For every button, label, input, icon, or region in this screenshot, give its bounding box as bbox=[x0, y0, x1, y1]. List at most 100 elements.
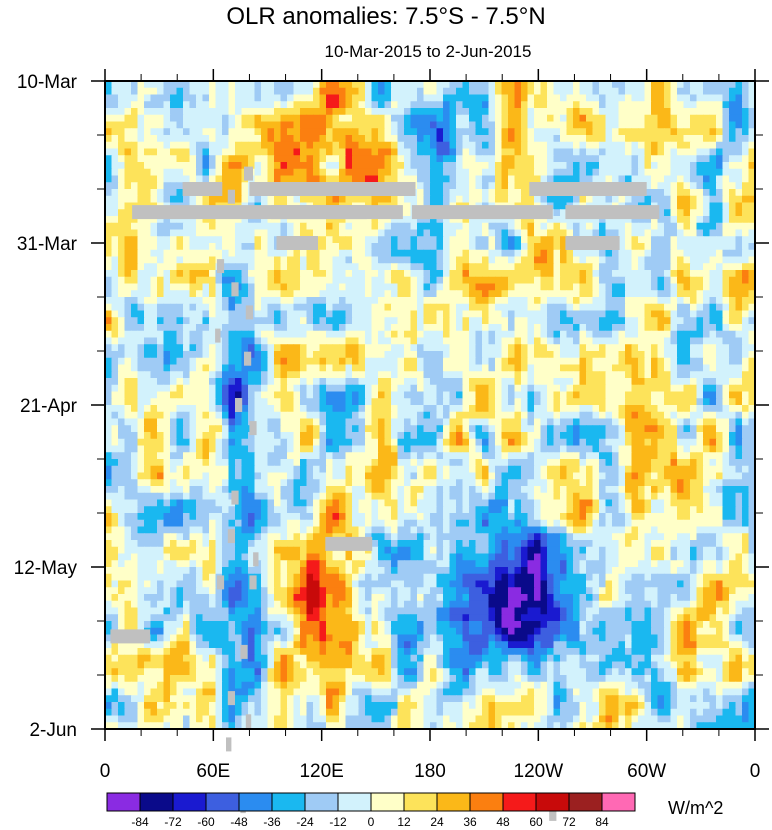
heatmap-cell bbox=[235, 310, 243, 318]
heatmap-cell bbox=[722, 195, 730, 204]
heatmap-cell bbox=[332, 276, 340, 285]
heatmap-cell bbox=[358, 263, 366, 271]
heatmap-cell bbox=[274, 128, 282, 136]
heatmap-cell bbox=[300, 384, 308, 393]
heatmap-cell bbox=[592, 317, 600, 325]
heatmap-cell bbox=[553, 317, 561, 325]
heatmap-cell bbox=[228, 216, 236, 224]
heatmap-cell bbox=[521, 114, 529, 123]
heatmap-cell bbox=[209, 303, 217, 312]
heatmap-cell bbox=[163, 391, 171, 399]
heatmap-cell bbox=[657, 344, 665, 352]
heatmap-cell bbox=[436, 229, 444, 237]
heatmap-cell bbox=[300, 81, 308, 89]
heatmap-cell bbox=[118, 175, 126, 183]
heatmap-cell bbox=[280, 317, 288, 325]
heatmap-cell bbox=[124, 101, 132, 109]
heatmap-cell bbox=[618, 371, 626, 379]
heatmap-cell bbox=[150, 263, 158, 271]
heatmap-cell bbox=[306, 168, 314, 177]
heatmap-cell bbox=[521, 121, 529, 129]
heatmap-cell bbox=[566, 378, 574, 386]
heatmap-cell bbox=[352, 155, 360, 163]
heatmap-cell bbox=[540, 317, 548, 325]
heatmap-cell bbox=[677, 256, 685, 264]
heatmap-cell bbox=[222, 236, 230, 244]
heatmap-cell bbox=[709, 168, 717, 177]
heatmap-cell bbox=[560, 222, 568, 231]
heatmap-cell bbox=[475, 411, 483, 420]
heatmap-cell bbox=[358, 195, 366, 204]
heatmap-cell bbox=[111, 87, 119, 96]
heatmap-cell bbox=[599, 135, 607, 143]
heatmap-cell bbox=[274, 283, 282, 291]
heatmap-cell bbox=[482, 141, 490, 150]
heatmap-cell bbox=[625, 108, 633, 116]
heatmap-cell bbox=[638, 405, 646, 413]
heatmap-cell bbox=[157, 243, 165, 251]
heatmap-cell bbox=[215, 175, 223, 183]
heatmap-cell bbox=[670, 141, 678, 150]
heatmap-cell bbox=[631, 222, 639, 231]
heatmap-cell bbox=[261, 283, 269, 291]
heatmap-cell bbox=[358, 290, 366, 298]
heatmap-cell bbox=[436, 101, 444, 109]
heatmap-cell bbox=[657, 189, 665, 197]
heatmap-cell bbox=[319, 330, 327, 339]
heatmap-cell bbox=[644, 337, 652, 345]
heatmap-cell bbox=[560, 81, 568, 89]
heatmap-cell bbox=[612, 270, 620, 278]
heatmap-cell bbox=[631, 141, 639, 150]
heatmap-cell bbox=[742, 330, 750, 339]
heatmap-cell bbox=[553, 155, 561, 163]
heatmap-cell bbox=[287, 270, 295, 278]
heatmap-cell bbox=[306, 114, 314, 123]
heatmap-cell bbox=[144, 108, 152, 116]
heatmap-cell bbox=[300, 351, 308, 359]
heatmap-cell bbox=[696, 101, 704, 109]
heatmap-cell bbox=[566, 391, 574, 399]
heatmap-cell bbox=[566, 249, 574, 258]
heatmap-cell bbox=[534, 148, 542, 156]
heatmap-cell bbox=[131, 114, 139, 123]
heatmap-cell bbox=[144, 371, 152, 379]
heatmap-cell bbox=[657, 202, 665, 210]
heatmap-cell bbox=[287, 222, 295, 231]
heatmap-cell bbox=[690, 148, 698, 156]
heatmap-cell bbox=[540, 256, 548, 264]
heatmap-cell bbox=[163, 405, 171, 413]
heatmap-cell bbox=[423, 243, 431, 251]
heatmap-cell bbox=[287, 297, 295, 305]
heatmap-cell bbox=[196, 101, 204, 109]
heatmap-cell bbox=[527, 256, 535, 264]
heatmap-cell bbox=[163, 155, 171, 163]
heatmap-cell bbox=[196, 155, 204, 163]
heatmap-cell bbox=[111, 378, 119, 386]
heatmap-cell bbox=[540, 263, 548, 271]
heatmap-cell bbox=[664, 276, 672, 285]
heatmap-cell bbox=[384, 283, 392, 291]
heatmap-cell bbox=[417, 229, 425, 237]
heatmap-cell bbox=[183, 398, 191, 406]
heatmap-cell bbox=[560, 175, 568, 183]
heatmap-cell bbox=[592, 216, 600, 224]
heatmap-cell bbox=[586, 303, 594, 312]
heatmap-cell bbox=[469, 182, 477, 190]
heatmap-cell bbox=[612, 162, 620, 170]
heatmap-cell bbox=[664, 128, 672, 136]
heatmap-cell bbox=[475, 189, 483, 197]
heatmap-cell bbox=[339, 290, 347, 298]
heatmap-cell bbox=[293, 162, 301, 170]
heatmap-cell bbox=[462, 378, 470, 386]
heatmap-cell bbox=[202, 357, 210, 366]
heatmap-cell bbox=[514, 155, 522, 163]
heatmap-cell bbox=[384, 290, 392, 298]
heatmap-cell bbox=[352, 175, 360, 183]
heatmap-cell bbox=[423, 216, 431, 224]
heatmap-cell bbox=[248, 405, 256, 413]
heatmap-cell bbox=[638, 344, 646, 352]
heatmap-cell bbox=[729, 209, 737, 217]
heatmap-cell bbox=[131, 168, 139, 177]
heatmap-cell bbox=[313, 290, 321, 298]
heatmap-cell bbox=[495, 310, 503, 318]
